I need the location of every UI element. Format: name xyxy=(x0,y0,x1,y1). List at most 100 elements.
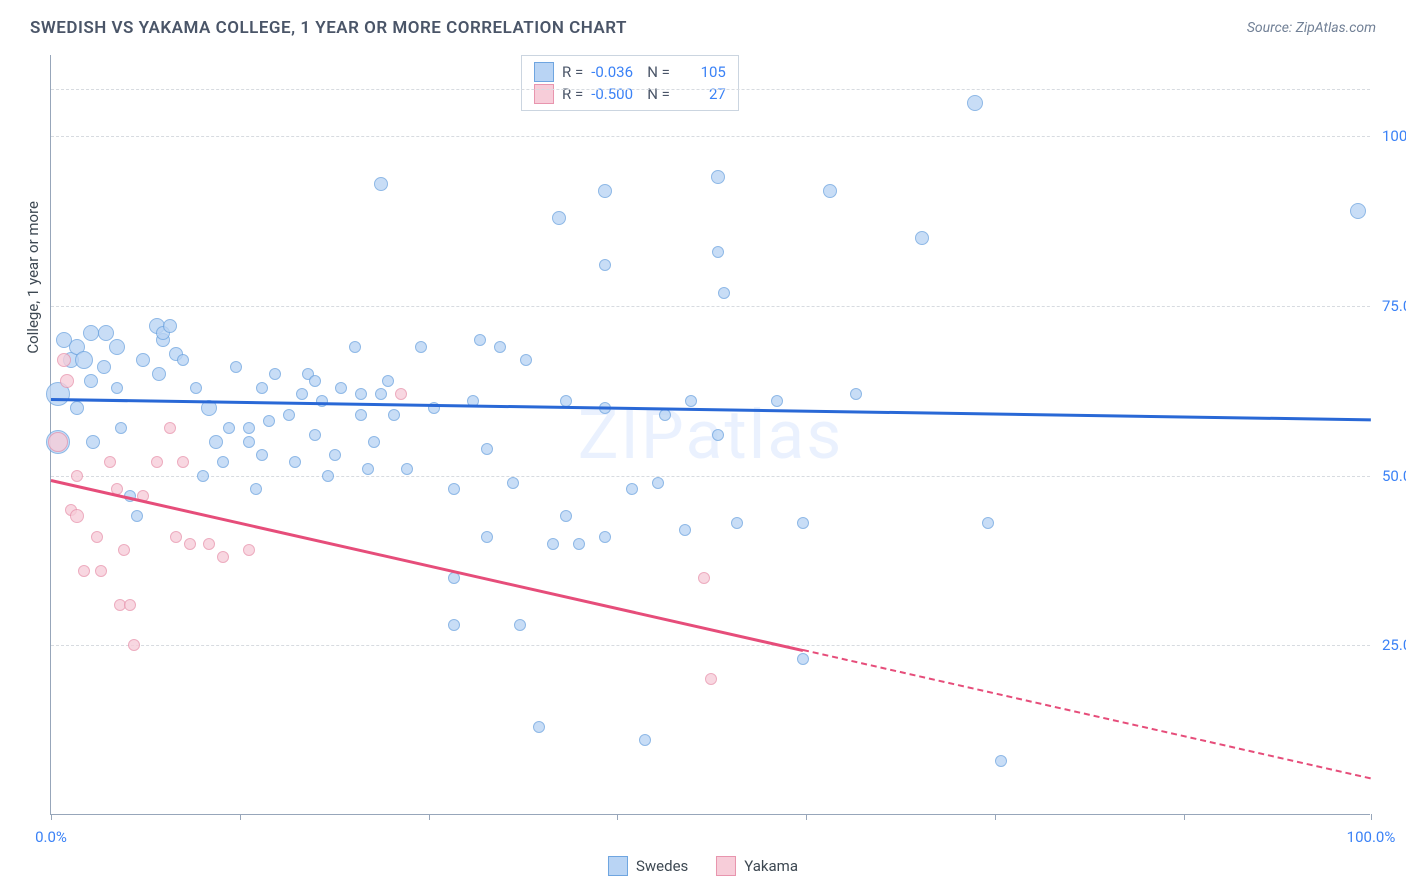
stat-n-label: N = xyxy=(647,85,670,103)
scatter-point xyxy=(223,422,235,434)
scatter-point xyxy=(626,483,638,495)
scatter-point xyxy=(349,341,361,353)
legend-label: Yakama xyxy=(744,857,798,875)
scatter-point xyxy=(131,510,143,522)
scatter-point xyxy=(698,572,710,584)
stat-r-label: R = xyxy=(562,85,583,103)
scatter-point xyxy=(243,436,255,448)
scatter-point xyxy=(124,599,136,611)
scatter-point xyxy=(95,565,107,577)
x-tick xyxy=(617,814,618,820)
series-legend: Swedes Yakama xyxy=(608,856,798,876)
scatter-point xyxy=(203,538,215,550)
scatter-point xyxy=(329,449,341,461)
scatter-point xyxy=(355,409,367,421)
scatter-point xyxy=(71,470,83,482)
scatter-point xyxy=(401,463,413,475)
x-tick xyxy=(429,814,430,820)
scatter-point xyxy=(309,429,321,441)
scatter-point xyxy=(98,325,114,341)
x-tick xyxy=(806,814,807,820)
trend-line xyxy=(51,479,804,652)
gridline xyxy=(51,306,1370,307)
y-tick-label: 100.0% xyxy=(1382,127,1406,145)
legend-swatch xyxy=(534,84,554,104)
legend-swatch xyxy=(608,856,628,876)
scatter-point xyxy=(170,531,182,543)
scatter-point xyxy=(48,432,68,452)
scatter-point xyxy=(83,325,99,341)
scatter-point xyxy=(57,353,71,367)
legend-item: Swedes xyxy=(608,856,688,876)
scatter-point xyxy=(1350,203,1366,219)
scatter-point xyxy=(177,456,189,468)
scatter-point xyxy=(659,409,671,421)
scatter-point xyxy=(982,517,994,529)
scatter-point xyxy=(797,517,809,529)
stats-legend-row: R = -0.500 N = 27 xyxy=(534,83,726,105)
scatter-point xyxy=(712,246,724,258)
scatter-point xyxy=(507,477,519,489)
scatter-point xyxy=(652,477,664,489)
scatter-point xyxy=(731,517,743,529)
scatter-point xyxy=(368,436,380,448)
scatter-point xyxy=(269,368,281,380)
scatter-point xyxy=(197,470,209,482)
scatter-point xyxy=(97,360,111,374)
scatter-point xyxy=(256,382,268,394)
scatter-point xyxy=(967,95,983,111)
x-tick-label: 100.0% xyxy=(1347,828,1396,846)
scatter-point xyxy=(598,184,612,198)
y-tick-label: 75.0% xyxy=(1382,297,1406,315)
scatter-point xyxy=(415,341,427,353)
scatter-point xyxy=(995,755,1007,767)
scatter-point xyxy=(374,177,388,191)
x-tick xyxy=(995,814,996,820)
scatter-point xyxy=(184,538,196,550)
scatter-point xyxy=(547,538,559,550)
scatter-point xyxy=(362,463,374,475)
scatter-point xyxy=(115,422,127,434)
scatter-point xyxy=(263,415,275,427)
scatter-point xyxy=(104,456,116,468)
x-tick xyxy=(1184,814,1185,820)
scatter-point xyxy=(164,422,176,434)
scatter-point xyxy=(850,388,862,400)
scatter-point xyxy=(771,395,783,407)
scatter-point xyxy=(915,231,929,245)
scatter-point xyxy=(86,435,100,449)
scatter-point xyxy=(514,619,526,631)
scatter-point xyxy=(296,388,308,400)
scatter-point xyxy=(217,551,229,563)
scatter-point xyxy=(382,375,394,387)
gridline xyxy=(51,645,1370,646)
scatter-point xyxy=(355,388,367,400)
scatter-point xyxy=(573,538,585,550)
scatter-point xyxy=(388,409,400,421)
scatter-point xyxy=(109,339,125,355)
scatter-point xyxy=(250,483,262,495)
scatter-point xyxy=(705,673,717,685)
stat-r-value: -0.500 xyxy=(591,85,639,103)
scatter-point xyxy=(474,334,486,346)
scatter-point xyxy=(322,470,334,482)
gridline xyxy=(51,136,1370,137)
source-attribution: Source: ZipAtlas.com xyxy=(1247,20,1376,36)
scatter-point xyxy=(256,449,268,461)
scatter-point xyxy=(70,509,84,523)
chart-plot-area: ZIPatlas R =-0.036N =105R =-0.500N =27 2… xyxy=(50,55,1370,815)
scatter-point xyxy=(70,401,84,415)
stat-n-value: 27 xyxy=(678,85,726,103)
scatter-point xyxy=(533,721,545,733)
scatter-point xyxy=(78,565,90,577)
scatter-point xyxy=(163,319,177,333)
scatter-point xyxy=(209,435,223,449)
scatter-point xyxy=(335,382,347,394)
y-tick-label: 50.0% xyxy=(1382,467,1406,485)
scatter-point xyxy=(84,374,98,388)
scatter-point xyxy=(448,619,460,631)
scatter-point xyxy=(243,544,255,556)
scatter-point xyxy=(316,395,328,407)
gridline xyxy=(51,89,1370,90)
scatter-point xyxy=(283,409,295,421)
